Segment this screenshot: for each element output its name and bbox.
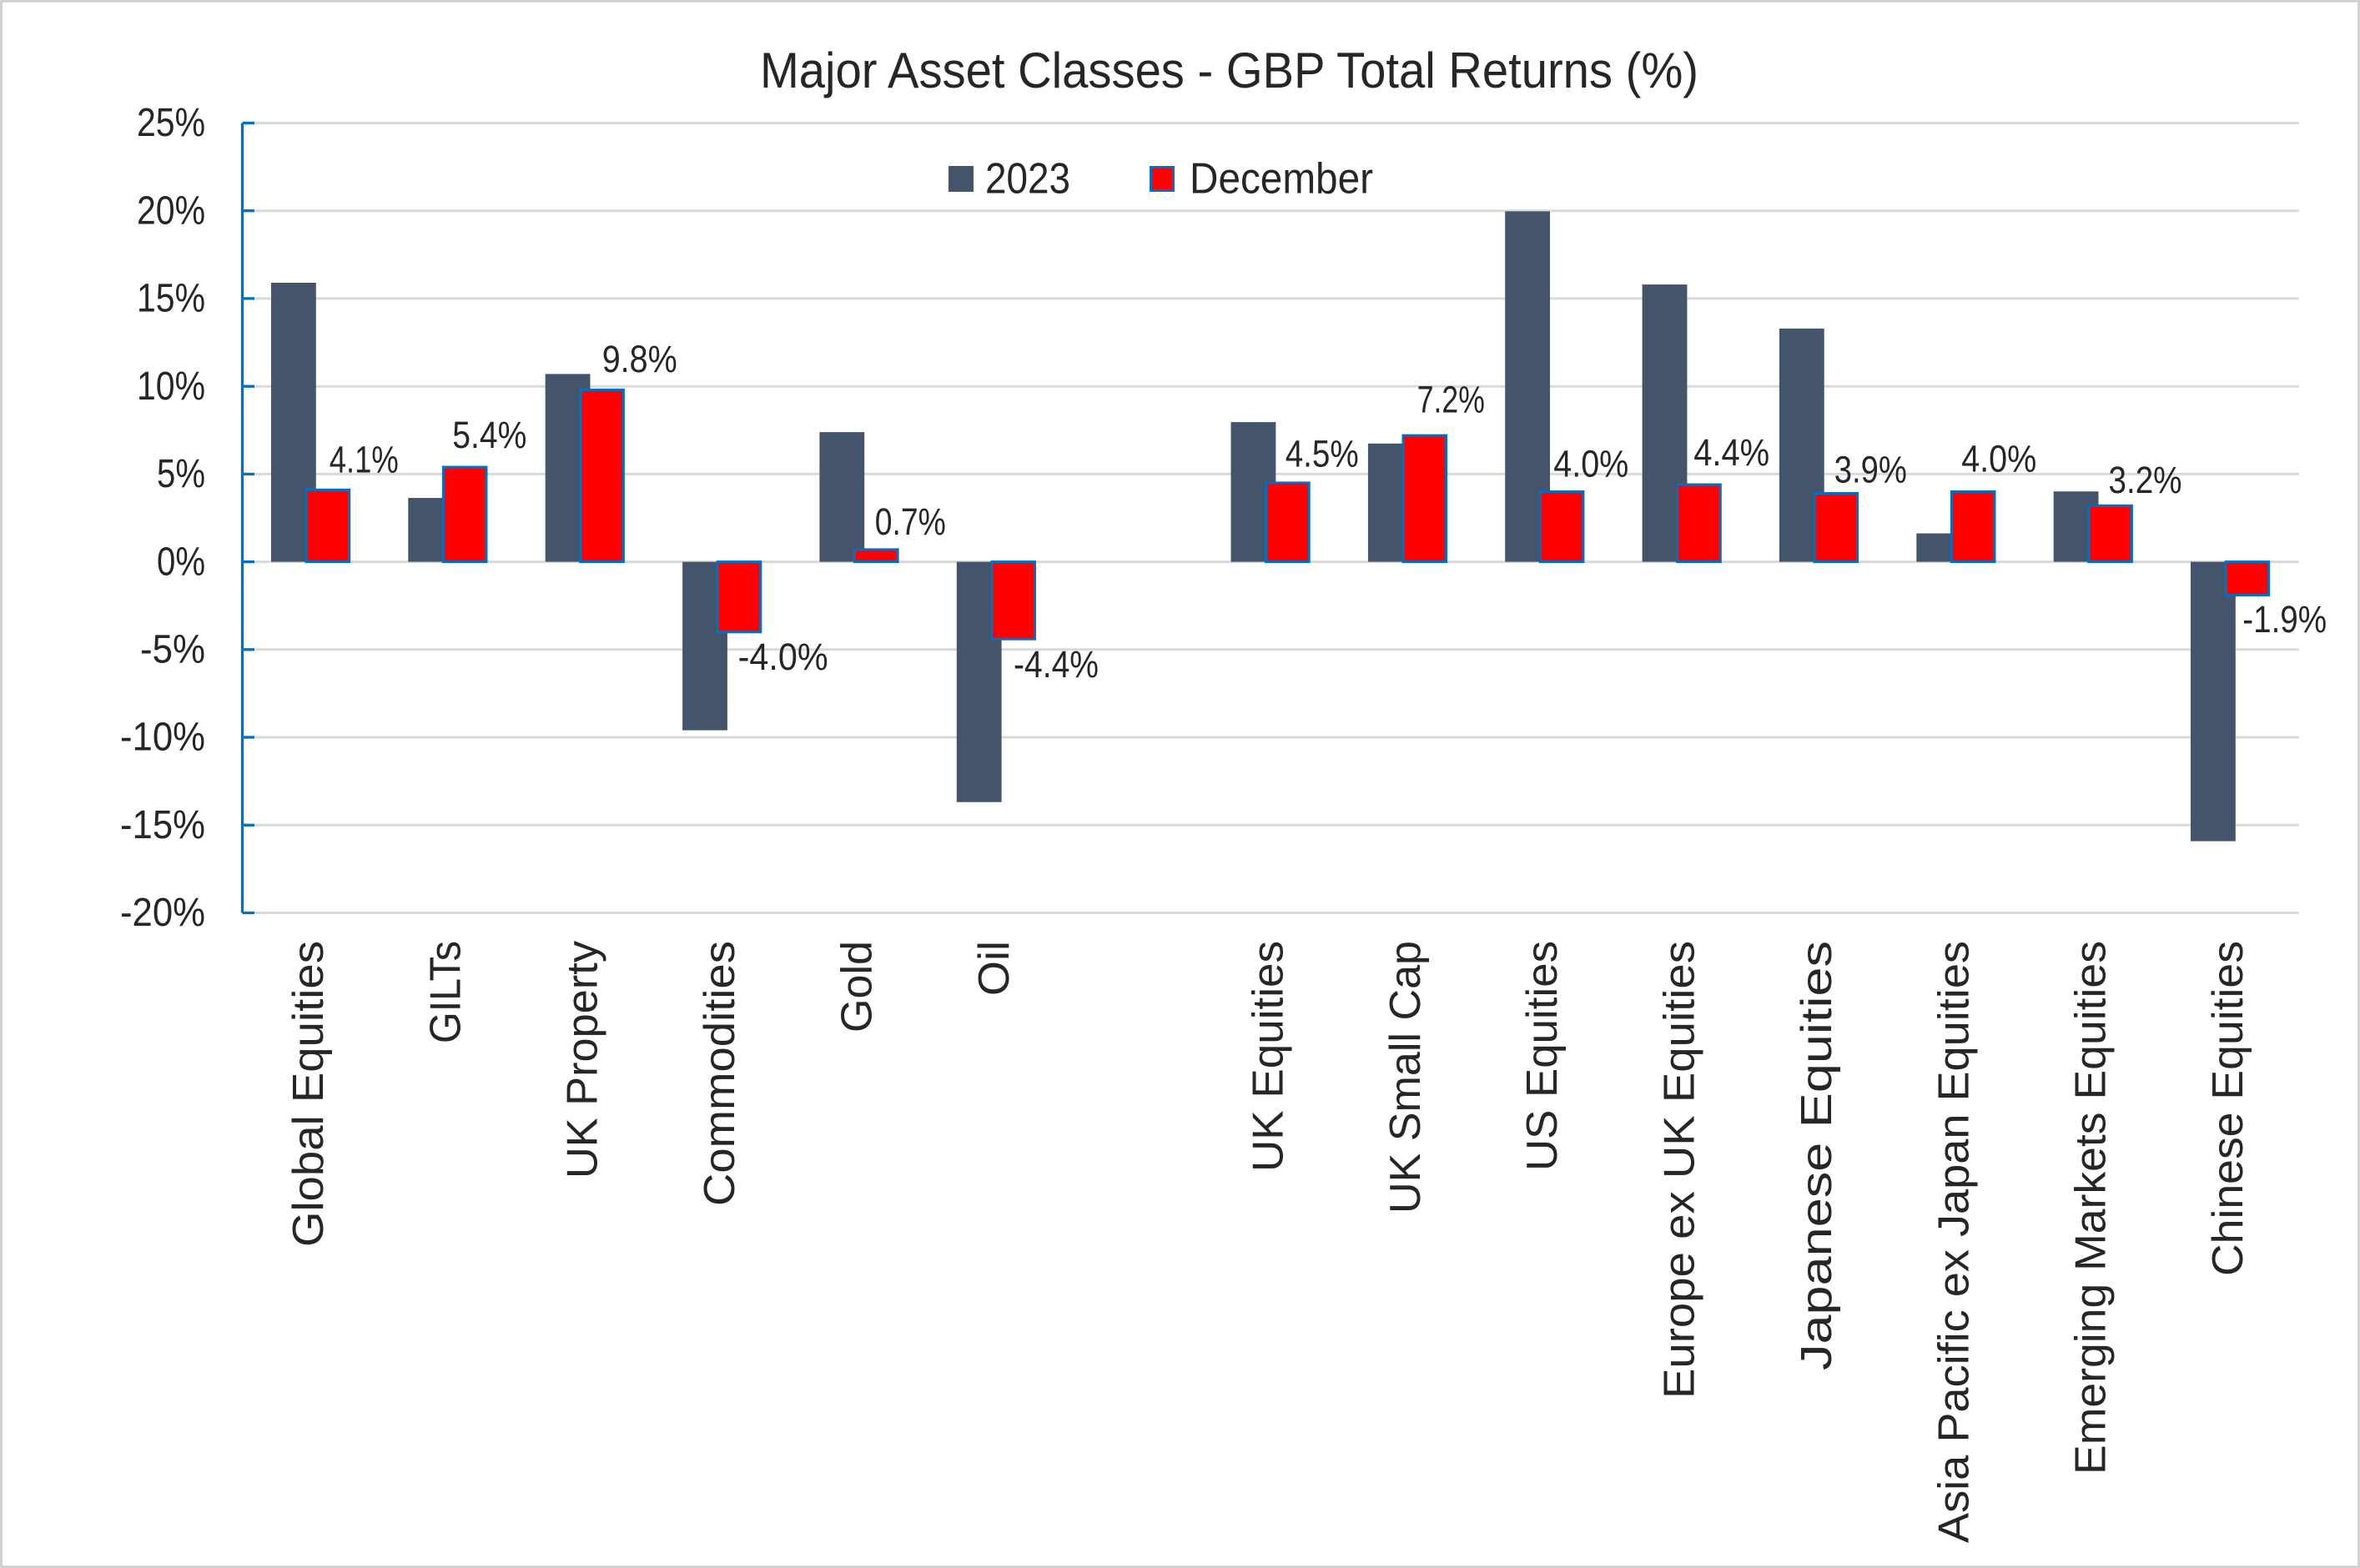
- svg-text:Gold: Gold: [833, 941, 881, 1033]
- svg-text:4.1%: 4.1%: [330, 439, 399, 481]
- svg-text:US Equities: US Equities: [1518, 941, 1567, 1171]
- svg-text:0.7%: 0.7%: [875, 500, 946, 543]
- svg-text:-1.9%: -1.9%: [2242, 598, 2327, 641]
- svg-text:-20%: -20%: [120, 891, 205, 935]
- svg-text:Global Equities: Global Equities: [284, 941, 333, 1247]
- svg-text:4.4%: 4.4%: [1693, 431, 1769, 474]
- svg-text:7.2%: 7.2%: [1417, 379, 1485, 421]
- svg-text:Commodities: Commodities: [696, 941, 744, 1206]
- svg-text:Europe ex UK Equities: Europe ex UK Equities: [1656, 941, 1704, 1399]
- svg-text:UK Property: UK Property: [559, 941, 607, 1179]
- svg-text:20%: 20%: [137, 188, 205, 233]
- svg-text:Asia Pacific ex Japan Equities: Asia Pacific ex Japan Equities: [1930, 941, 1978, 1543]
- svg-text:-4.4%: -4.4%: [1014, 643, 1099, 686]
- svg-text:3.2%: 3.2%: [2109, 459, 2182, 501]
- svg-text:4.5%: 4.5%: [1286, 433, 1359, 475]
- svg-text:Major Asset Classes - GBP Tota: Major Asset Classes - GBP Total Returns …: [760, 43, 1698, 98]
- svg-text:GILTs: GILTs: [421, 941, 470, 1043]
- svg-text:December: December: [1190, 155, 1373, 204]
- svg-text:-10%: -10%: [120, 716, 205, 760]
- svg-text:Japanese Equities: Japanese Equities: [1793, 941, 1841, 1370]
- svg-text:4.0%: 4.0%: [1961, 438, 2036, 480]
- svg-text:-5%: -5%: [140, 628, 205, 672]
- svg-text:-15%: -15%: [120, 803, 205, 847]
- svg-text:Chinese Equities: Chinese Equities: [2204, 941, 2252, 1276]
- svg-text:10%: 10%: [137, 364, 205, 409]
- svg-text:5.4%: 5.4%: [452, 414, 526, 456]
- svg-text:2023: 2023: [985, 155, 1070, 204]
- svg-text:4.0%: 4.0%: [1553, 443, 1628, 485]
- svg-text:UK Equities: UK Equities: [1245, 941, 1293, 1172]
- svg-text:Oil: Oil: [970, 941, 1019, 996]
- svg-text:UK Small Cap: UK Small Cap: [1381, 941, 1430, 1214]
- svg-text:5%: 5%: [157, 452, 205, 496]
- svg-text:3.9%: 3.9%: [1834, 449, 1907, 491]
- svg-text:-4.0%: -4.0%: [738, 636, 828, 678]
- svg-text:15%: 15%: [137, 277, 205, 321]
- svg-text:25%: 25%: [137, 101, 205, 145]
- svg-text:Emerging Markets Equities: Emerging Markets Equities: [2067, 941, 2116, 1475]
- svg-text:9.8%: 9.8%: [602, 338, 677, 380]
- svg-text:0%: 0%: [157, 540, 205, 584]
